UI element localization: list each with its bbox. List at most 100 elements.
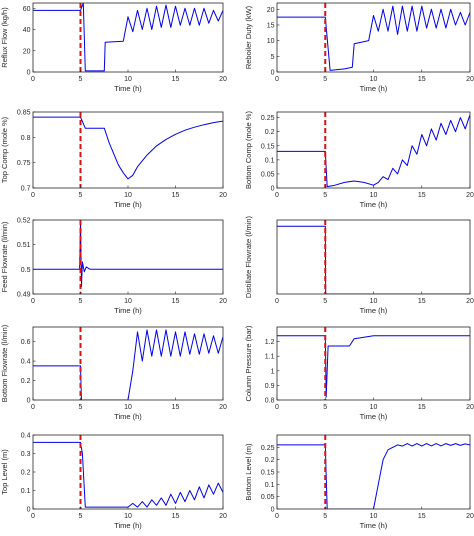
- y-tick-label: 0.51: [17, 242, 31, 249]
- y-tick-label: 0.7: [21, 186, 31, 193]
- x-axis-label: Time (h): [114, 84, 142, 93]
- axes-frame: [32, 2, 224, 73]
- y-tick-label: 5: [271, 54, 275, 61]
- x-tick-label: 5: [79, 192, 83, 199]
- y-tick-label: 0: [271, 186, 275, 193]
- x-tick-label: 0: [275, 513, 279, 520]
- axes-frame: [32, 434, 224, 510]
- y-axis-label: Distillate Flowrate (l/min): [244, 215, 253, 298]
- x-tick-label: 0: [31, 192, 35, 199]
- y-tick-label: 20: [23, 48, 31, 55]
- x-axis-label: Time (h): [360, 84, 388, 93]
- x-axis-label: Time (h): [114, 412, 142, 421]
- x-tick-label: 15: [418, 76, 426, 83]
- y-tick-label: 0: [27, 70, 31, 77]
- x-tick-label: 20: [466, 76, 474, 83]
- y-tick-label: 0.25: [261, 115, 275, 122]
- y-tick-label: 0.25: [261, 445, 275, 452]
- series-line-1: [33, 441, 223, 508]
- y-axis-label: Column Pressure (bar): [244, 325, 253, 401]
- x-tick-label: 10: [370, 404, 378, 411]
- x-tick-label: 10: [124, 76, 132, 83]
- y-tick-label: 0.8: [21, 135, 31, 142]
- y-tick-label: 1.1: [265, 354, 275, 361]
- y-tick-label: 0.4: [21, 433, 31, 440]
- x-tick-label: 10: [370, 192, 378, 199]
- subplot-5: 0 5 10 15 20 0.49 0.5 0.51 0.52 Time (h) Feed Flow…: [0, 218, 227, 316]
- y-tick-label: 0.05: [261, 171, 275, 178]
- y-tick-label: 0.5: [21, 267, 31, 274]
- x-tick-label: 10: [124, 192, 132, 199]
- axes-frame: [276, 326, 471, 401]
- y-tick-label: 0.49: [17, 292, 31, 299]
- x-tick-label: 20: [466, 192, 474, 199]
- x-tick-label: 5: [323, 192, 327, 199]
- x-axis-label: Time (h): [114, 521, 142, 530]
- x-tick-label: 0: [31, 298, 35, 305]
- y-tick-label: 0.2: [21, 470, 31, 477]
- x-tick-label: 5: [79, 76, 83, 83]
- y-tick-label: 60: [23, 6, 31, 13]
- x-tick-label: 20: [219, 192, 227, 199]
- x-tick-label: 5: [323, 513, 327, 520]
- y-axis-label: Bottom Level (m): [244, 443, 253, 501]
- x-tick-label: 5: [79, 298, 83, 305]
- series-line-1: [33, 3, 223, 72]
- y-tick-label: 0: [271, 70, 275, 77]
- x-tick-label: 20: [466, 404, 474, 411]
- y-tick-label: 1: [271, 368, 275, 375]
- x-tick-label: 5: [323, 76, 327, 83]
- subplot-3: 0 5 10 15 20 0.7 0.75 0.8 0.85 Time (h) Top Comp (…: [0, 110, 227, 210]
- axes-frame: [276, 2, 471, 73]
- y-axis-label: Feed Flowrate (l/min): [0, 221, 9, 292]
- axes-frame: [32, 219, 224, 295]
- x-axis-label: Time (h): [360, 521, 388, 530]
- y-axis-label: Bottom Comp (mole %): [244, 111, 253, 189]
- y-tick-label: 0.3: [21, 451, 31, 458]
- series-line-1: [277, 225, 470, 294]
- y-tick-label: 0.1: [21, 488, 31, 495]
- subplot-9: 0 5 10 15 20 0 0.1 0.2 0.3 0.4 Time (h) Top Level (…: [0, 433, 227, 531]
- x-tick-label: 0: [31, 513, 35, 520]
- y-tick-label: 0: [271, 507, 275, 514]
- series-line-1: [33, 116, 223, 180]
- subplot-1: 0 5 10 15 20 0 20 40 60 Time (h) Reflux Flow (kg/h…: [0, 2, 227, 93]
- x-tick-label: 0: [275, 192, 279, 199]
- x-tick-label: 10: [370, 513, 378, 520]
- y-tick-label: 0: [27, 507, 31, 514]
- x-tick-label: 0: [275, 298, 279, 305]
- axes-frame: [32, 111, 224, 189]
- y-axis-label: Bottom Flowrate (l/min): [0, 324, 9, 402]
- y-axis-label: Reboiler Duty (kW): [244, 5, 253, 69]
- x-tick-label: 15: [418, 404, 426, 411]
- y-tick-label: 0.9: [265, 383, 275, 390]
- y-tick-label: 0.4: [21, 359, 31, 366]
- y-tick-label: 0.1: [265, 157, 275, 164]
- y-tick-label: 15: [267, 22, 275, 29]
- x-tick-label: 15: [418, 298, 426, 305]
- series-line-1: [277, 114, 470, 188]
- y-tick-label: 1.2: [265, 339, 275, 346]
- x-axis-label: Time (h): [360, 306, 388, 315]
- series-line-1: [277, 335, 470, 398]
- x-tick-label: 15: [172, 76, 180, 83]
- subplot-7: 0 5 10 15 20 0 0.2 0.4 0.6 Time (h) Bottom Flowrat…: [0, 324, 227, 421]
- x-tick-label: 20: [466, 298, 474, 305]
- x-tick-label: 15: [172, 298, 180, 305]
- x-tick-label: 10: [124, 298, 132, 305]
- y-tick-label: 40: [23, 27, 31, 34]
- subplot-10: 0 5 10 15 20 0 0.05 0.1 0.15 0.2 0.25 Time (h) Botto…: [244, 434, 474, 530]
- x-tick-label: 10: [370, 76, 378, 83]
- y-tick-label: 0.85: [17, 110, 31, 117]
- y-tick-label: 0.2: [265, 457, 275, 464]
- y-tick-label: 10: [267, 38, 275, 45]
- axes-frame: [276, 219, 471, 295]
- y-tick-label: 0.15: [261, 143, 275, 150]
- y-tick-label: 0.05: [261, 494, 275, 501]
- x-tick-label: 5: [79, 513, 83, 520]
- x-tick-label: 15: [172, 192, 180, 199]
- x-axis-label: Time (h): [360, 412, 388, 421]
- x-tick-label: 10: [124, 513, 132, 520]
- x-tick-label: 20: [219, 404, 227, 411]
- y-tick-label: 0.52: [17, 218, 31, 225]
